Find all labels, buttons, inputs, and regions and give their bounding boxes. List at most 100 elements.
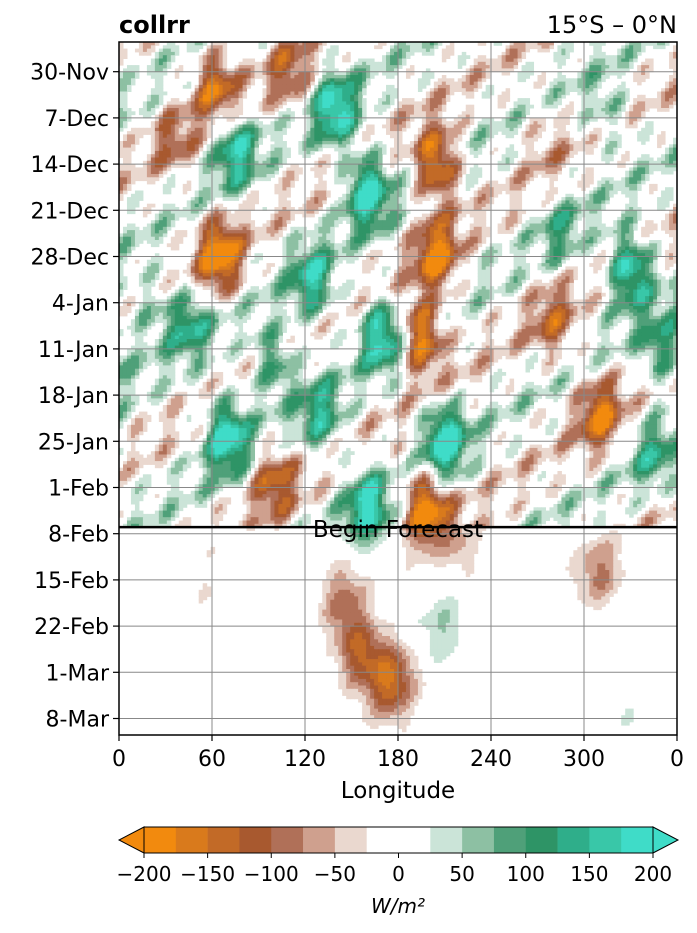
- field-cell: [569, 81, 574, 86]
- field-cell: [473, 197, 479, 201]
- field-cell: [358, 71, 363, 76]
- field-cell: [306, 200, 311, 205]
- field-cell: [162, 124, 168, 129]
- field-cell: [358, 197, 363, 201]
- field-cell: [541, 45, 546, 50]
- field-cell: [202, 213, 208, 218]
- field-cell: [453, 220, 459, 224]
- field-cell: [398, 157, 403, 162]
- field-cell: [433, 111, 439, 116]
- field-cell: [242, 88, 248, 92]
- field-cell: [449, 216, 455, 221]
- field-cell: [358, 98, 363, 102]
- field-cell: [222, 71, 228, 76]
- field-cell: [609, 58, 614, 63]
- field-cell: [553, 121, 558, 125]
- field-cell: [170, 183, 176, 188]
- field-cell: [605, 114, 610, 119]
- field-cell: [314, 200, 319, 205]
- field-cell: [585, 167, 590, 172]
- field-cell: [429, 190, 435, 195]
- field-cell: [334, 200, 339, 205]
- field-cell: [593, 55, 598, 59]
- field-cell: [186, 131, 192, 135]
- field-cell: [358, 177, 363, 182]
- field-cell: [246, 220, 252, 224]
- field-cell: [609, 121, 614, 125]
- field-cell: [318, 45, 323, 50]
- field-cell: [429, 94, 435, 99]
- field-cell: [146, 45, 152, 50]
- field-cell: [417, 197, 423, 201]
- field-cell: [154, 104, 160, 109]
- field-cell: [178, 213, 184, 218]
- field-cell: [553, 101, 558, 106]
- field-cell: [398, 174, 403, 178]
- field-cell: [242, 183, 248, 188]
- field-cell: [641, 108, 646, 112]
- field-cell: [206, 124, 212, 129]
- field-cell: [561, 207, 566, 211]
- field-cell: [637, 101, 642, 106]
- field-cell: [210, 160, 216, 165]
- field-cell: [513, 58, 519, 63]
- field-cell: [278, 68, 283, 73]
- field-cell: [441, 91, 447, 96]
- field-cell: [166, 114, 172, 119]
- field-cell: [589, 216, 594, 221]
- field-cell: [394, 180, 399, 185]
- field-cell: [346, 75, 351, 79]
- field-cell: [473, 150, 479, 155]
- field-cell: [665, 193, 670, 198]
- field-cell: [593, 91, 598, 96]
- field-cell: [150, 65, 156, 69]
- field-cell: [274, 121, 279, 125]
- field-cell: [386, 58, 391, 63]
- field-cell: [565, 141, 570, 145]
- field-cell: [242, 164, 248, 168]
- field-cell: [605, 177, 610, 182]
- field-cell: [326, 65, 331, 69]
- field-cell: [306, 131, 311, 135]
- field-cell: [405, 177, 411, 182]
- field-cell: [633, 216, 638, 221]
- field-cell: [358, 213, 363, 218]
- field-cell: [126, 154, 132, 158]
- field-cell: [429, 124, 435, 129]
- field-cell: [505, 127, 511, 132]
- field-cell: [370, 174, 375, 178]
- field-cell: [409, 154, 415, 158]
- field-cell: [342, 58, 347, 63]
- field-cell: [493, 190, 499, 195]
- field-cell: [657, 197, 662, 201]
- field-cell: [398, 104, 403, 109]
- field-cell: [621, 101, 626, 106]
- field-cell: [409, 108, 415, 112]
- field-cell: [230, 101, 236, 106]
- field-cell: [150, 48, 156, 53]
- field-cell: [577, 210, 582, 215]
- field-cell: [386, 121, 391, 125]
- field-cell: [469, 170, 475, 175]
- field-cell: [206, 104, 212, 109]
- field-cell: [441, 104, 447, 109]
- field-cell: [386, 127, 391, 132]
- field-cell: [417, 84, 423, 89]
- field-cell: [290, 42, 295, 46]
- field-cell: [533, 154, 538, 158]
- field-cell: [398, 117, 403, 122]
- field-cell: [366, 150, 371, 155]
- field-cell: [441, 197, 447, 201]
- field-cell: [310, 124, 315, 129]
- field-cell: [445, 88, 451, 92]
- field-cell: [557, 210, 562, 215]
- field-cell: [222, 134, 228, 139]
- field-cell: [182, 147, 188, 152]
- field-cell: [609, 111, 614, 116]
- field-cell: [334, 164, 339, 168]
- field-cell: [390, 84, 395, 89]
- field-cell: [605, 180, 610, 185]
- field-cell: [429, 210, 435, 215]
- field-cell: [230, 98, 236, 102]
- field-cell: [274, 68, 279, 73]
